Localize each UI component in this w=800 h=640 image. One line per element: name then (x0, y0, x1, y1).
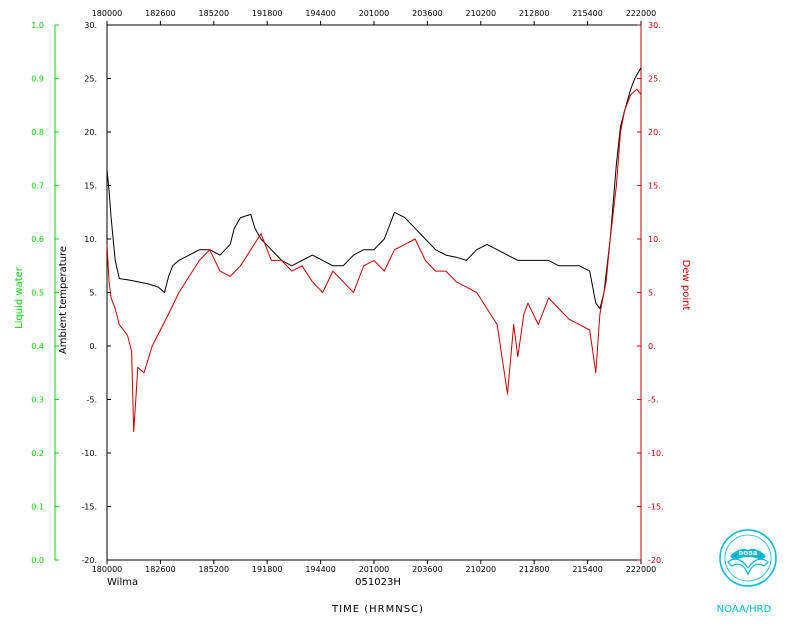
flight-id: 051023H (355, 577, 401, 588)
x-tick-label-top: 215400 (572, 9, 603, 18)
right-axis-label: Dew point (680, 260, 691, 311)
left-axis-label: Liquid water (14, 266, 25, 329)
x-tick-label-top: 201000 (359, 9, 390, 18)
x-tick-label-bottom: 194400 (305, 565, 336, 574)
right-axis-tick-label: -10. (648, 449, 664, 458)
x-tick-label-top: 203600 (412, 9, 443, 18)
x-tick-label-bottom: 191800 (252, 565, 283, 574)
left-axis-tick-label: 0.4 (31, 342, 44, 351)
x-tick-label-top: 191800 (252, 9, 283, 18)
right-axis-tick-label: 0. (648, 342, 656, 351)
right-axis-tick-label: -5. (648, 396, 659, 405)
right-axis-tick-label: 30. (648, 21, 661, 30)
x-tick-label-top: 210200 (466, 9, 497, 18)
svg-text:noaa: noaa (738, 549, 758, 557)
x-tick-label-bottom: 201000 (359, 565, 390, 574)
temp-axis-tick-label: -10. (81, 449, 97, 458)
storm-name: Wilma (107, 577, 138, 588)
noaa-logo: noaa (719, 529, 777, 587)
x-tick-label-top: 194400 (305, 9, 336, 18)
temp-axis-tick-label: 30. (84, 21, 97, 30)
temp-axis-tick-label: -5. (86, 396, 97, 405)
right-axis-tick-label: 10. (648, 235, 661, 244)
left-axis-tick-label: 1.0 (31, 21, 44, 30)
right-axis-tick-label: 25. (648, 75, 661, 84)
x-tick-label-top: 180000 (92, 9, 123, 18)
temp-axis-tick-label: 15. (84, 182, 97, 191)
left-axis-tick-label: 0.0 (31, 556, 44, 565)
agency-label: NOAA/HRD (717, 604, 772, 615)
left-axis-tick-label: 0.8 (31, 128, 44, 137)
series-ambient-temperature (106, 67, 642, 310)
left-axis-tick-label: 0.5 (31, 289, 44, 298)
temp-axis-tick-label: -20. (81, 556, 97, 565)
x-tick-label-top: 185200 (199, 9, 230, 18)
right-axis-tick-label: -20. (648, 556, 664, 565)
x-tick-label-bottom: 210200 (466, 565, 497, 574)
series-dew-point (106, 88, 642, 433)
x-tick-label-bottom: 180000 (92, 565, 123, 574)
left-axis-tick-label: 0.2 (31, 449, 44, 458)
x-tick-label-top: 222000 (626, 9, 657, 18)
right-axis-tick-label: 5. (648, 289, 656, 298)
x-tick-label-bottom: 215400 (572, 565, 603, 574)
temp-axis-tick-label: 0. (89, 342, 97, 351)
left-axis-tick-label: 0.3 (31, 396, 44, 405)
right-axis-tick-label: 20. (648, 128, 661, 137)
temp-axis-tick-label: -15. (81, 503, 97, 512)
right-axis-tick-label: -15. (648, 503, 664, 512)
x-tick-label-top: 212800 (519, 9, 550, 18)
x-tick-label-bottom: 203600 (412, 565, 443, 574)
x-tick-label-bottom: 182600 (145, 565, 176, 574)
x-tick-label-top: 182600 (145, 9, 176, 18)
x-tick-label-bottom: 185200 (199, 565, 230, 574)
inner-left-axis-label: Ambient temperature (58, 246, 69, 354)
temp-axis-tick-label: 5. (89, 289, 97, 298)
x-tick-label-bottom: 212800 (519, 565, 550, 574)
x-axis-title: TIME (HRMNSC) (331, 604, 424, 615)
left-axis-tick-label: 0.1 (31, 503, 44, 512)
temp-axis-tick-label: 25. (84, 75, 97, 84)
left-axis-tick-label: 0.6 (31, 235, 44, 244)
x-tick-label-bottom: 222000 (626, 565, 657, 574)
right-axis-tick-label: 15. (648, 182, 661, 191)
left-axis-tick-label: 0.9 (31, 75, 44, 84)
temp-axis-tick-label: 20. (84, 128, 97, 137)
left-axis-tick-label: 0.7 (31, 182, 44, 191)
temp-axis-tick-label: 10. (84, 235, 97, 244)
